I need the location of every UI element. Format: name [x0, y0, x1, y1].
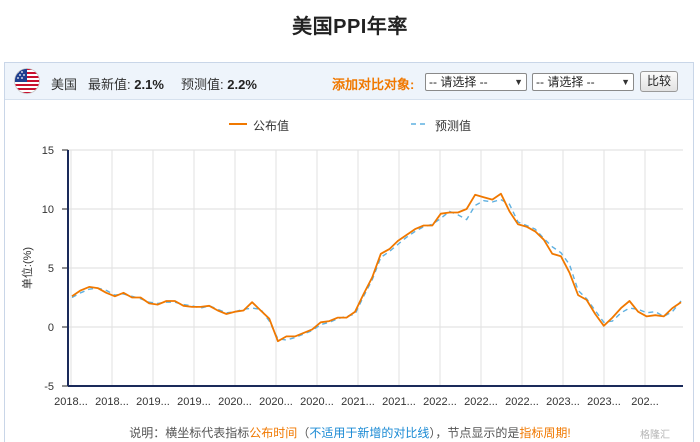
chart-axes: [62, 149, 683, 387]
latest-value: 2.1%: [134, 77, 164, 92]
compare-select-2-value: -- 请选择 --: [536, 75, 595, 89]
footer-period: 指标周期!: [519, 426, 571, 440]
compare-select-2[interactable]: -- 请选择 -- ▼: [532, 73, 634, 91]
x-tick-label: 2019...: [136, 396, 170, 408]
indicator-toolbar: 美国 最新值: 2.1% 预测值: 2.2% 添加对比对象: -- 请选择 --…: [5, 63, 693, 100]
y-tick-label: 10: [42, 204, 54, 216]
chart-series: [71, 192, 682, 343]
y-tick-label: 5: [48, 263, 54, 275]
footer-suffix: ，节点显示的是: [435, 426, 520, 440]
footer-publish-time: 公布时间: [249, 426, 298, 440]
forecast-value-field: 预测值: 2.2%: [181, 74, 257, 93]
chart-panel: 美国 最新值: 2.1% 预测值: 2.2% 添加对比对象: -- 请选择 --…: [4, 62, 694, 442]
series-forecast-line[interactable]: [71, 198, 682, 341]
y-tick-label: 0: [48, 322, 54, 334]
legend-forecast-swatch: [411, 123, 429, 125]
x-tick-label: 2021...: [382, 396, 416, 408]
watermark: 格隆汇: [640, 430, 670, 441]
x-axis-ticks: 2018... 2018... 2019... 2019... 2020... 2020.…: [54, 396, 659, 408]
compare-select-1[interactable]: -- 请选择 -- ▼: [425, 73, 527, 91]
compare-select-1-value: -- 请选择 --: [429, 75, 488, 89]
x-tick-label: 2021...: [341, 396, 375, 408]
y-tick-label: 15: [42, 145, 54, 157]
x-tick-label: 2019...: [177, 396, 211, 408]
x-tick-label: 2020...: [218, 396, 252, 408]
x-tick-label: 202...: [631, 396, 659, 408]
chevron-down-icon: ▼: [621, 77, 630, 87]
forecast-value: 2.2%: [227, 77, 257, 92]
x-tick-label: 2018...: [54, 396, 88, 408]
legend-actual-label[interactable]: 公布值: [253, 119, 290, 133]
x-tick-label: 2023...: [546, 396, 580, 408]
footer-note: 说明：横坐标代表指标公布时间（不适用于新增的对比线），节点显示的是指标周期!: [0, 424, 700, 441]
x-tick-label: 2018...: [95, 396, 129, 408]
latest-value-label: 最新值:: [88, 77, 131, 92]
x-tick-label: 2020...: [300, 396, 334, 408]
legend-forecast-label[interactable]: 预测值: [435, 119, 472, 133]
y-axis-label: 单位:(%): [20, 247, 34, 289]
add-compare-label: 添加对比对象:: [332, 77, 415, 92]
footer-prefix: 说明：横坐标代表指标: [129, 426, 250, 440]
legend-actual-swatch: [229, 123, 247, 125]
x-tick-label: 2023...: [587, 396, 621, 408]
x-tick-label: 2020...: [259, 396, 293, 408]
y-axis-ticks: 15 10 5 0 -5: [42, 145, 54, 393]
chevron-down-icon: ▼: [514, 77, 523, 87]
y-tick-label: -5: [44, 381, 54, 393]
latest-value-field: 最新值: 2.1%: [88, 74, 164, 93]
us-flag-icon: [14, 68, 40, 94]
x-tick-label: 2022...: [464, 396, 498, 408]
country-name: 美国: [51, 77, 78, 92]
series-actual-line[interactable]: [71, 192, 682, 343]
forecast-value-label: 预测值:: [181, 77, 224, 92]
x-tick-label: 2022...: [423, 396, 457, 408]
compare-button[interactable]: 比较: [640, 71, 678, 92]
footer-paren-close: ）: [429, 426, 436, 440]
x-tick-label: 2022...: [505, 396, 539, 408]
footer-paren-open: （: [297, 426, 310, 440]
page-title: 美国PPI年率: [292, 16, 408, 38]
footer-not-applicable: 不适用于新增的对比线: [309, 426, 430, 440]
